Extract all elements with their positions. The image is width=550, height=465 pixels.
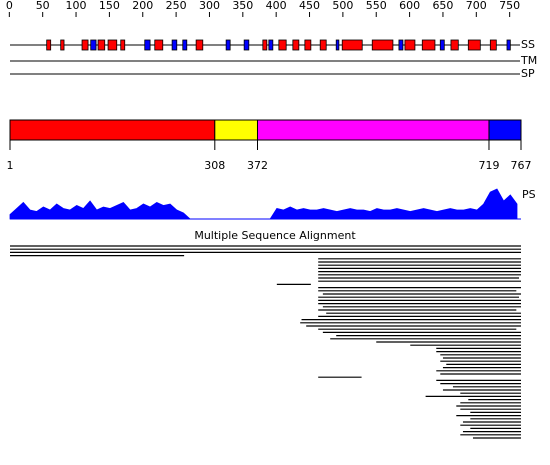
boundary-label: 767 <box>511 159 532 172</box>
ruler-label: 100 <box>66 0 87 12</box>
ruler-label: 200 <box>132 0 153 12</box>
ruler-label: 250 <box>166 0 187 12</box>
ruler-label: 50 <box>36 0 50 12</box>
ruler-label: 0 <box>6 0 13 12</box>
ruler-label: 550 <box>366 0 387 12</box>
track-label: SP <box>521 67 535 80</box>
track-label: TM <box>520 54 537 67</box>
ss-helix <box>262 39 268 51</box>
ruler-label: 650 <box>432 0 453 12</box>
ruler-label: 450 <box>299 0 320 12</box>
boundary-label: 719 <box>478 159 499 172</box>
ss-strand <box>90 39 97 51</box>
domain <box>488 119 522 141</box>
ss-strand <box>182 39 188 51</box>
ss-helix <box>278 39 287 51</box>
ss-helix <box>154 39 164 51</box>
ss-helix <box>489 39 497 51</box>
ss-strand <box>225 39 231 51</box>
msa-title: Multiple Sequence Alignment <box>194 229 356 242</box>
ss-helix <box>81 39 89 51</box>
ss-strand <box>398 39 404 51</box>
ruler-label: 400 <box>266 0 287 12</box>
ss-helix <box>107 39 118 51</box>
ss-strand <box>171 39 178 51</box>
ruler-label: 150 <box>99 0 120 12</box>
boundary-label: 1 <box>7 159 14 172</box>
ss-helix <box>195 39 204 51</box>
ss-helix <box>319 39 327 51</box>
ruler-label: 750 <box>499 0 520 12</box>
ss-strand <box>268 39 274 51</box>
ss-helix <box>371 39 394 51</box>
ruler-label: 350 <box>232 0 253 12</box>
boundary-label: 308 <box>204 159 225 172</box>
track-label: SS <box>521 38 535 51</box>
ss-helix <box>467 39 481 51</box>
ruler-label: 600 <box>399 0 420 12</box>
ss-strand <box>144 39 151 51</box>
ss-strand <box>243 39 250 51</box>
boundary-label: 372 <box>247 159 268 172</box>
ss-strand <box>439 39 445 51</box>
ss-helix <box>46 39 52 51</box>
ss-strand <box>506 39 511 51</box>
ss-helix <box>292 39 300 51</box>
ss-strand <box>335 39 340 51</box>
ss-helix <box>421 39 436 51</box>
ss-helix <box>450 39 459 51</box>
track-label: PS <box>522 188 536 201</box>
ruler-label: 300 <box>199 0 220 12</box>
ruler-label: 500 <box>332 0 353 12</box>
ss-helix <box>120 39 126 51</box>
ss-helix <box>404 39 416 51</box>
ss-helix <box>60 39 65 51</box>
ss-helix <box>97 39 106 51</box>
ss-helix <box>341 39 363 51</box>
domain <box>256 119 490 141</box>
domain <box>214 119 258 141</box>
domain <box>9 119 216 141</box>
ruler-label: 700 <box>466 0 487 12</box>
ss-helix <box>304 39 312 51</box>
